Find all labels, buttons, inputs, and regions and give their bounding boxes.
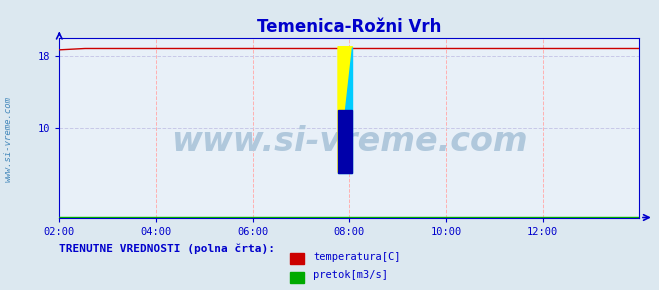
Text: www.si-vreme.com: www.si-vreme.com <box>171 126 528 158</box>
Polygon shape <box>338 47 353 173</box>
Polygon shape <box>338 47 353 173</box>
Bar <box>338 110 353 173</box>
Title: Temenica-Rožni Vrh: Temenica-Rožni Vrh <box>257 18 442 36</box>
Text: TRENUTNE VREDNOSTI (polna črta):: TRENUTNE VREDNOSTI (polna črta): <box>59 244 275 254</box>
Text: temperatura[C]: temperatura[C] <box>313 252 401 262</box>
Text: www.si-vreme.com: www.si-vreme.com <box>3 96 13 182</box>
Text: pretok[m3/s]: pretok[m3/s] <box>313 271 388 280</box>
